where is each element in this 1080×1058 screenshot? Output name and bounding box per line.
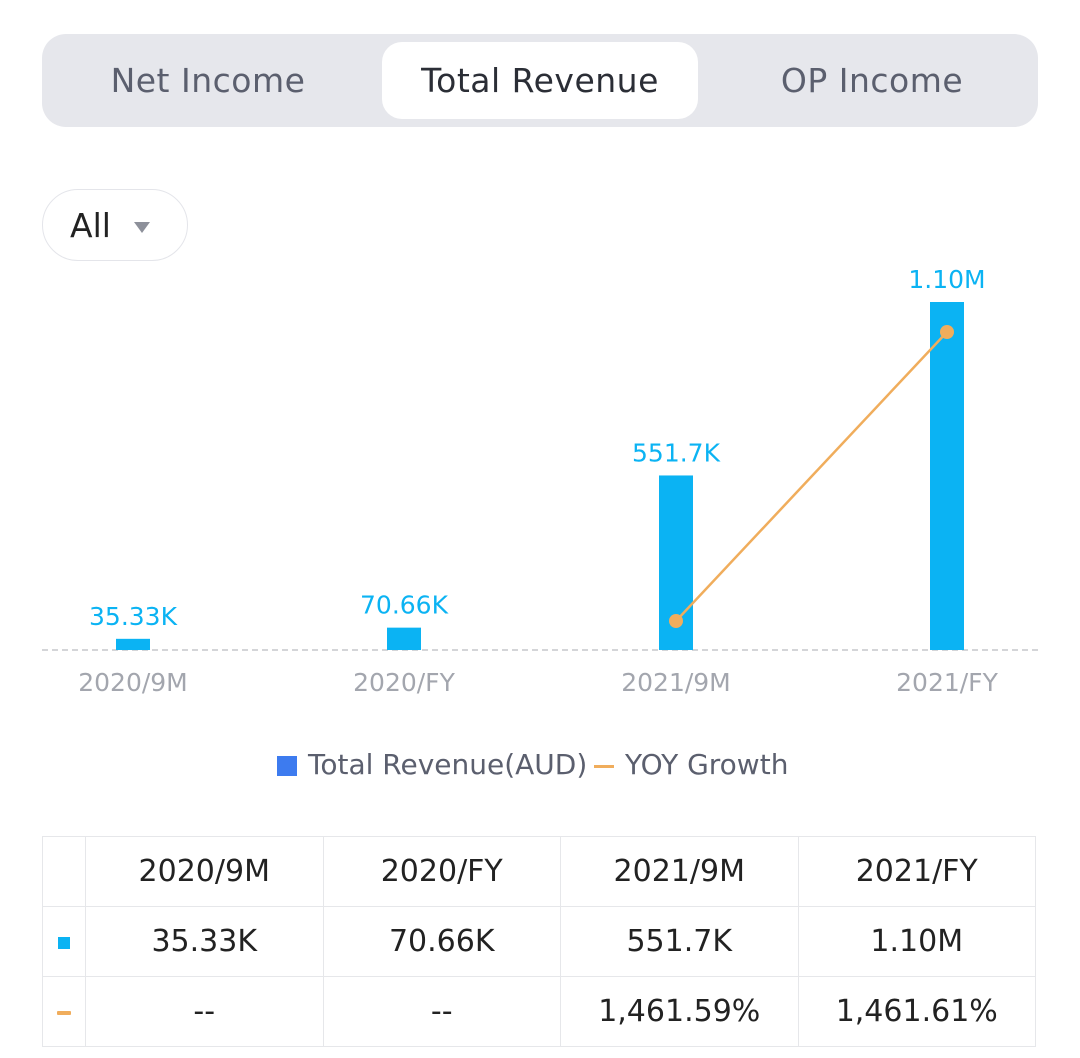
x-ticks-group: 2020/9M 2020/FY 2021/9M 2021/FY xyxy=(78,668,998,697)
growth-key-cell xyxy=(42,976,86,1047)
growth-dash-icon xyxy=(57,1010,71,1015)
legend-growth-swatch xyxy=(594,765,614,768)
table-header-cell: 2021/FY xyxy=(797,836,1036,907)
tab-net-income[interactable]: Net Income xyxy=(110,61,306,100)
table-cell: -- xyxy=(85,976,324,1047)
table-row-growth: -- -- 1,461.59% 1,461.61% xyxy=(42,976,1036,1047)
table-cell: 35.33K xyxy=(85,906,324,977)
revenue-square-icon xyxy=(58,936,70,949)
revenue-key-cell xyxy=(42,906,86,977)
table-header-row: 2020/9M 2020/FY 2021/9M 2021/FY xyxy=(42,836,1036,907)
bars-group xyxy=(116,302,964,650)
tab-op-income[interactable]: OP Income xyxy=(780,61,964,100)
table-cell: 70.66K xyxy=(322,906,561,977)
bar-value-label: 35.33K xyxy=(89,602,178,631)
growth-line xyxy=(675,331,948,622)
table-cell: 1,461.61% xyxy=(797,976,1036,1047)
table-cell: -- xyxy=(322,976,561,1047)
bar-value-label: 70.66K xyxy=(360,591,449,620)
table-cell: 1,461.59% xyxy=(560,976,799,1047)
legend-revenue-swatch xyxy=(277,756,297,776)
revenue-bar-2021/FY[interactable] xyxy=(930,302,964,650)
period-filter-dropdown[interactable]: All xyxy=(42,189,188,261)
table-row-revenue: 35.33K 70.66K 551.7K 1.10M xyxy=(42,906,1036,977)
revenue-bar-2020/9M[interactable] xyxy=(116,638,150,650)
bar-value-label: 1.10M xyxy=(908,265,985,294)
period-filter-label: All xyxy=(70,206,111,245)
growth-point-2021/9M[interactable] xyxy=(669,614,683,628)
table-header-cell: 2021/9M xyxy=(560,836,799,907)
growth-line-group xyxy=(669,325,954,628)
legend-growth-label: YOY Growth xyxy=(625,748,789,781)
caret-down-icon xyxy=(134,222,150,233)
chart-legend: Total Revenue(AUD) YOY Growth xyxy=(0,745,1080,785)
table-cell: 1.10M xyxy=(797,906,1036,977)
growth-point-2021/FY[interactable] xyxy=(940,325,954,339)
bar-labels-group: 35.33K 70.66K 551.7K 1.10M xyxy=(89,265,986,631)
tab-total-revenue[interactable]: Total Revenue xyxy=(382,42,698,119)
bar-value-label: 551.7K xyxy=(632,438,721,467)
metric-tabs: Net Income Total Revenue OP Income xyxy=(42,34,1038,127)
data-table: 2020/9M 2020/FY 2021/9M 2021/FY 35.33K 7… xyxy=(42,836,1036,1047)
x-tick-label: 2020/9M xyxy=(78,668,188,697)
table-corner-cell xyxy=(42,836,86,907)
x-tick-label: 2020/FY xyxy=(353,668,455,697)
table-header-cell: 2020/FY xyxy=(322,836,561,907)
x-tick-label: 2021/9M xyxy=(621,668,731,697)
legend-revenue-label: Total Revenue(AUD) xyxy=(308,748,588,781)
table-header-cell: 2020/9M xyxy=(85,836,324,907)
table-cell: 551.7K xyxy=(560,906,799,977)
revenue-bar-2020/FY[interactable] xyxy=(387,627,421,650)
x-tick-label: 2021/FY xyxy=(896,668,998,697)
